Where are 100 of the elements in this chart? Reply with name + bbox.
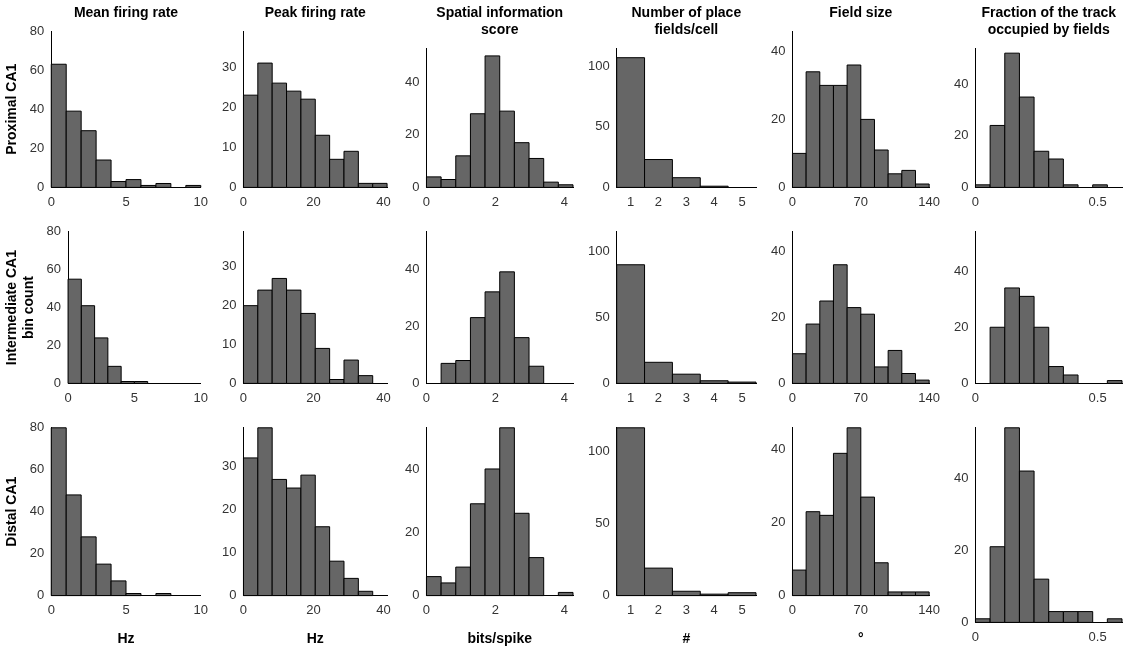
x-tick-label: 5 — [738, 389, 746, 405]
x-tick-label: 4 — [710, 601, 718, 617]
y-tick-label: 0 — [961, 374, 969, 390]
y-tick-label: 30 — [221, 258, 237, 274]
x-tick-label: 2 — [654, 601, 663, 617]
y-tick-label: 40 — [770, 42, 786, 58]
x-tick-label: 10 — [193, 601, 208, 617]
y-tick-label: 20 — [953, 541, 969, 557]
x-tick-label: 0 — [239, 193, 248, 209]
x-tick-label: 140 — [918, 601, 941, 617]
x-axis-title: Hz — [306, 630, 324, 647]
y-tick-label: 60 — [29, 461, 45, 477]
x-tick-label: 0 — [422, 389, 431, 405]
y-tick-label: 100 — [587, 442, 610, 458]
y-tick-label: 20 — [404, 523, 420, 539]
y-tick-label: 0 — [961, 178, 969, 194]
y-tick-label: 80 — [46, 223, 62, 239]
x-tick-label: 0 — [788, 601, 797, 617]
y-tick-label: 40 — [770, 243, 786, 259]
y-tick-label: 20 — [29, 545, 45, 561]
x-tick-label: 4 — [560, 389, 568, 405]
y-tick-label: 20 — [29, 139, 45, 155]
x-tick-label: 5 — [738, 193, 746, 209]
y-tick-label: 0 — [37, 178, 45, 194]
x-axis-title: # — [682, 630, 691, 647]
x-tick-label: 1 — [627, 601, 635, 617]
x-tick-label: 0 — [971, 193, 980, 209]
chart-title: Fraction of the track occupied by fields — [981, 3, 1117, 37]
x-tick-label: 0 — [239, 389, 248, 405]
y-tick-label: 0 — [602, 178, 610, 194]
x-tick-label: 5 — [122, 601, 130, 617]
chart-title: Field size — [829, 3, 893, 20]
y-tick-label: 0 — [53, 374, 62, 390]
x-tick-label: 0 — [239, 601, 248, 617]
y-tick-label: 80 — [29, 22, 45, 38]
x-tick-label: 5 — [122, 193, 130, 209]
y-tick-label: 60 — [46, 261, 62, 277]
y-tick-label: 0 — [229, 374, 237, 390]
x-tick-label: 40 — [376, 193, 391, 209]
x-tick-label: 0 — [422, 193, 431, 209]
x-axis-title: Hz — [117, 630, 135, 647]
x-tick-label: 3 — [682, 389, 690, 405]
x-tick-label: 0.5 — [1088, 193, 1107, 209]
y-tick-label: 40 — [46, 299, 62, 315]
x-tick-label: 2 — [491, 601, 500, 617]
y-tick-label: 20 — [46, 337, 62, 353]
x-tick-label: 1 — [627, 389, 635, 405]
y-tick-label: 10 — [221, 336, 237, 352]
y-tick-label: 0 — [602, 374, 610, 390]
x-tick-label: 0 — [788, 389, 797, 405]
y-tick-label: 30 — [221, 458, 237, 474]
x-tick-label: 70 — [853, 601, 869, 617]
y-tick-label: 0 — [778, 178, 786, 194]
x-tick-label: 4 — [560, 601, 568, 617]
x-tick-label: 70 — [853, 389, 869, 405]
x-tick-label: 2 — [491, 389, 500, 405]
x-tick-label: 0 — [971, 389, 980, 405]
y-tick-label: 20 — [221, 501, 237, 517]
y-tick-label: 100 — [587, 57, 610, 73]
y-tick-label: 0 — [961, 613, 969, 629]
y-tick-label: 0 — [412, 178, 420, 194]
chart-title: Spatial information score — [436, 3, 564, 37]
y-tick-label: 50 — [595, 514, 610, 530]
x-tick-label: 4 — [710, 193, 718, 209]
y-tick-label: 30 — [221, 58, 237, 74]
y-tick-label: 50 — [595, 309, 610, 325]
x-tick-label: 4 — [560, 193, 568, 209]
chart-title: Peak firing rate — [264, 3, 367, 20]
chart-title: Number of place fields/cell — [631, 3, 742, 37]
y-tick-label: 40 — [29, 503, 45, 519]
y-tick-label: 0 — [37, 587, 45, 603]
x-tick-label: 0.5 — [1088, 628, 1107, 644]
y-tick-label: 40 — [404, 260, 420, 276]
y-tick-label: 20 — [770, 514, 786, 530]
y-tick-label: 0 — [412, 587, 420, 603]
y-tick-label: 10 — [221, 544, 237, 560]
y-tick-label: 20 — [953, 127, 969, 143]
x-tick-label: 0 — [422, 601, 431, 617]
x-tick-label: 0 — [788, 193, 797, 209]
y-tick-label: 20 — [953, 318, 969, 334]
y-tick-label: 0 — [778, 374, 786, 390]
x-tick-label: 0 — [64, 389, 72, 405]
x-tick-label: 40 — [376, 389, 391, 405]
x-tick-label: 20 — [306, 389, 321, 405]
y-tick-label: 0 — [229, 178, 237, 194]
x-tick-label: 3 — [682, 193, 690, 209]
y-tick-label: 40 — [953, 262, 969, 278]
x-tick-label: 10 — [193, 193, 208, 209]
x-tick-label: 20 — [306, 601, 321, 617]
x-tick-label: 70 — [853, 193, 869, 209]
x-tick-label: 5 — [130, 389, 139, 405]
chart-title: Mean firing rate — [73, 3, 179, 20]
y-tick-label: 40 — [404, 73, 420, 89]
y-axis-title: Distal CA1 — [3, 476, 20, 547]
x-tick-label: 10 — [193, 389, 208, 405]
x-axis-title: ° — [858, 630, 864, 647]
y-tick-label: 40 — [770, 441, 786, 457]
x-tick-label: 2 — [654, 193, 663, 209]
x-tick-label: 1 — [627, 193, 635, 209]
x-tick-label: 3 — [682, 601, 690, 617]
